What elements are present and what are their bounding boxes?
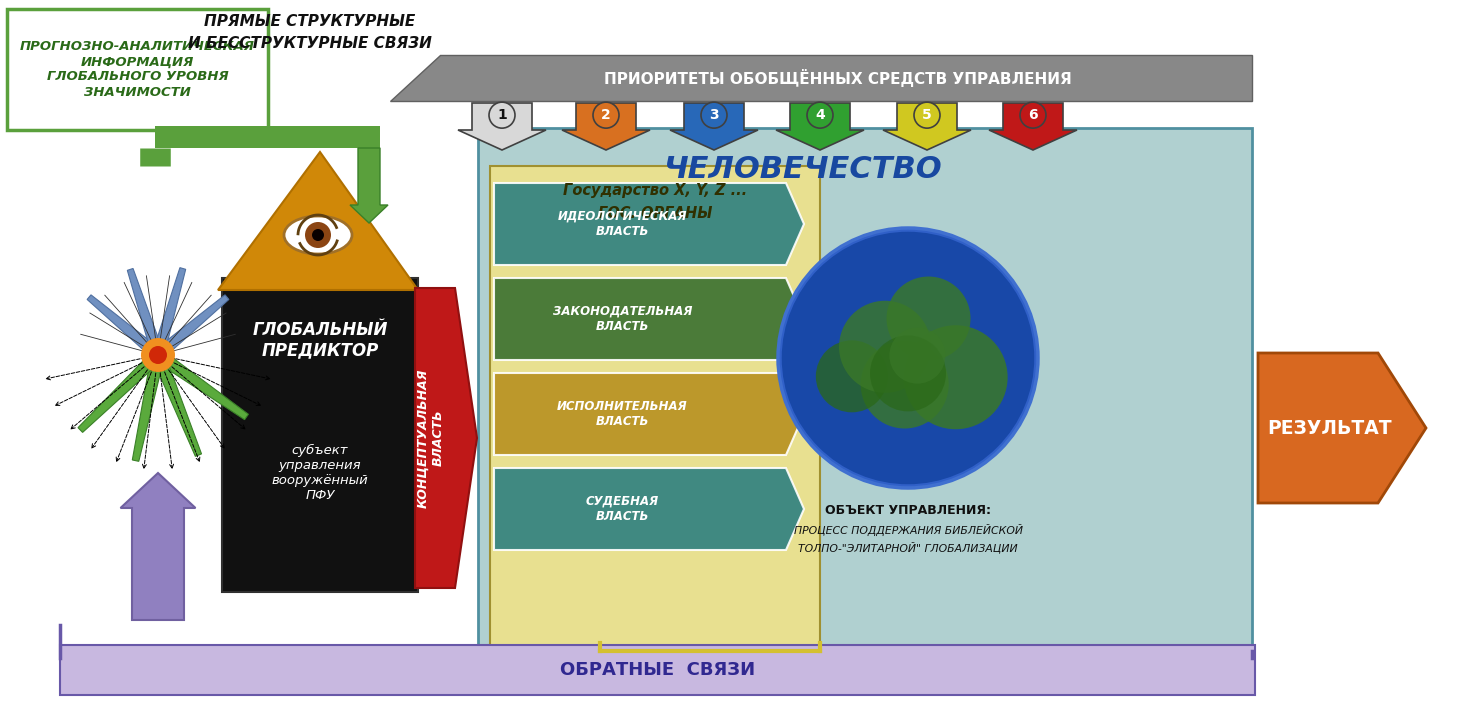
Circle shape bbox=[815, 340, 888, 412]
Polygon shape bbox=[495, 183, 804, 265]
Polygon shape bbox=[128, 268, 163, 357]
Polygon shape bbox=[78, 350, 162, 432]
Circle shape bbox=[889, 328, 945, 384]
Polygon shape bbox=[415, 288, 477, 588]
FancyBboxPatch shape bbox=[490, 166, 820, 651]
Circle shape bbox=[839, 301, 932, 393]
Text: 5: 5 bbox=[921, 108, 932, 122]
Circle shape bbox=[886, 277, 970, 360]
Circle shape bbox=[141, 338, 175, 372]
Text: субъект
управления
вооружённый
ПФУ: субъект управления вооружённый ПФУ bbox=[272, 444, 368, 502]
Polygon shape bbox=[458, 103, 546, 150]
Circle shape bbox=[870, 335, 946, 411]
FancyArrow shape bbox=[121, 473, 196, 620]
Circle shape bbox=[904, 325, 1008, 429]
Circle shape bbox=[489, 102, 515, 128]
Text: 4: 4 bbox=[815, 108, 824, 122]
Text: ОБЪЕКТ УПРАВЛЕНИЯ:: ОБЪЕКТ УПРАВЛЕНИЯ: bbox=[824, 503, 991, 516]
FancyArrow shape bbox=[350, 148, 389, 223]
Text: 1: 1 bbox=[498, 108, 506, 122]
Circle shape bbox=[807, 102, 833, 128]
Text: ИСПОЛНИТЕЛЬНАЯ
ВЛАСТЬ: ИСПОЛНИТЕЛЬНАЯ ВЛАСТЬ bbox=[558, 400, 687, 428]
Ellipse shape bbox=[284, 216, 352, 254]
Polygon shape bbox=[132, 354, 165, 462]
Polygon shape bbox=[989, 103, 1078, 150]
Text: ПРОЦЕСС ПОДДЕРЖАНИЯ БИБЛЕЙСКОЙ: ПРОЦЕСС ПОДДЕРЖАНИЯ БИБЛЕЙСКОЙ bbox=[793, 524, 1023, 536]
FancyBboxPatch shape bbox=[155, 126, 380, 148]
Text: ПРЯМЫЕ СТРУКТУРНЫЕ: ПРЯМЫЕ СТРУКТУРНЫЕ bbox=[205, 14, 415, 29]
Text: ЧЕЛОВЕЧЕСТВО: ЧЕЛОВЕЧЕСТВО bbox=[664, 155, 942, 185]
Text: ОБРАТНЫЕ  СВЯЗИ: ОБРАТНЫЕ СВЯЗИ bbox=[559, 661, 755, 679]
Text: ГОС. ОРГАНЫ: ГОС. ОРГАНЫ bbox=[598, 206, 712, 221]
Text: 2: 2 bbox=[601, 108, 611, 122]
FancyBboxPatch shape bbox=[478, 128, 1253, 658]
Circle shape bbox=[701, 102, 727, 128]
Circle shape bbox=[861, 341, 948, 429]
Polygon shape bbox=[670, 103, 758, 150]
Polygon shape bbox=[495, 278, 804, 360]
FancyBboxPatch shape bbox=[60, 645, 1256, 695]
Text: КОНЦЕПТУАЛЬНАЯ
ВЛАСТЬ: КОНЦЕПТУАЛЬНАЯ ВЛАСТЬ bbox=[417, 368, 445, 508]
Polygon shape bbox=[495, 373, 804, 455]
Polygon shape bbox=[562, 103, 651, 150]
Polygon shape bbox=[87, 295, 162, 360]
Polygon shape bbox=[390, 55, 1253, 101]
Circle shape bbox=[914, 102, 941, 128]
Polygon shape bbox=[883, 103, 972, 150]
Polygon shape bbox=[495, 468, 804, 550]
Polygon shape bbox=[776, 103, 864, 150]
Text: РЕЗУЛЬТАТ: РЕЗУЛЬТАТ bbox=[1267, 418, 1393, 437]
Circle shape bbox=[312, 229, 324, 241]
Text: 6: 6 bbox=[1027, 108, 1038, 122]
Text: ТОЛПО-"ЭЛИТАРНОЙ" ГЛОБАЛИЗАЦИИ: ТОЛПО-"ЭЛИТАРНОЙ" ГЛОБАЛИЗАЦИИ bbox=[798, 541, 1017, 553]
FancyBboxPatch shape bbox=[222, 278, 418, 592]
Circle shape bbox=[149, 346, 166, 364]
Circle shape bbox=[305, 222, 331, 248]
Text: ГЛОБАЛЬНЫЙ
ПРЕДИКТОР: ГЛОБАЛЬНЫЙ ПРЕДИКТОР bbox=[252, 321, 387, 360]
Circle shape bbox=[1020, 102, 1047, 128]
Text: ИДЕОЛОГИЧЕСКАЯ
ВЛАСТЬ: ИДЕОЛОГИЧЕСКАЯ ВЛАСТЬ bbox=[558, 210, 687, 238]
Polygon shape bbox=[152, 352, 202, 457]
Polygon shape bbox=[218, 152, 418, 290]
Circle shape bbox=[780, 230, 1036, 486]
Text: ПРИОРИТЕТЫ ОБОБЩЁННЫХ СРЕДСТВ УПРАВЛЕНИЯ: ПРИОРИТЕТЫ ОБОБЩЁННЫХ СРЕДСТВ УПРАВЛЕНИЯ bbox=[605, 69, 1072, 87]
Text: 3: 3 bbox=[710, 108, 718, 122]
Text: И БЕССТРУКТУРНЫЕ СВЯЗИ: И БЕССТРУКТУРНЫЕ СВЯЗИ bbox=[188, 36, 431, 51]
Text: ПРОГНОЗНО-АНАЛИТИЧЕСКАЯ
ИНФОРМАЦИЯ
ГЛОБАЛЬНОГО УРОВНЯ
ЗНАЧИМОСТИ: ПРОГНОЗНО-АНАЛИТИЧЕСКАЯ ИНФОРМАЦИЯ ГЛОБА… bbox=[21, 40, 255, 99]
Polygon shape bbox=[152, 267, 185, 357]
Circle shape bbox=[593, 102, 620, 128]
Polygon shape bbox=[155, 349, 249, 420]
FancyBboxPatch shape bbox=[7, 9, 268, 130]
Text: ЗАКОНОДАТЕЛЬНАЯ
ВЛАСТЬ: ЗАКОНОДАТЕЛЬНАЯ ВЛАСТЬ bbox=[553, 305, 692, 333]
Polygon shape bbox=[1259, 353, 1426, 503]
Polygon shape bbox=[155, 295, 228, 360]
Text: Государство X, Y, Z ...: Государство X, Y, Z ... bbox=[562, 183, 748, 198]
Text: СУДЕБНАЯ
ВЛАСТЬ: СУДЕБНАЯ ВЛАСТЬ bbox=[586, 495, 659, 523]
